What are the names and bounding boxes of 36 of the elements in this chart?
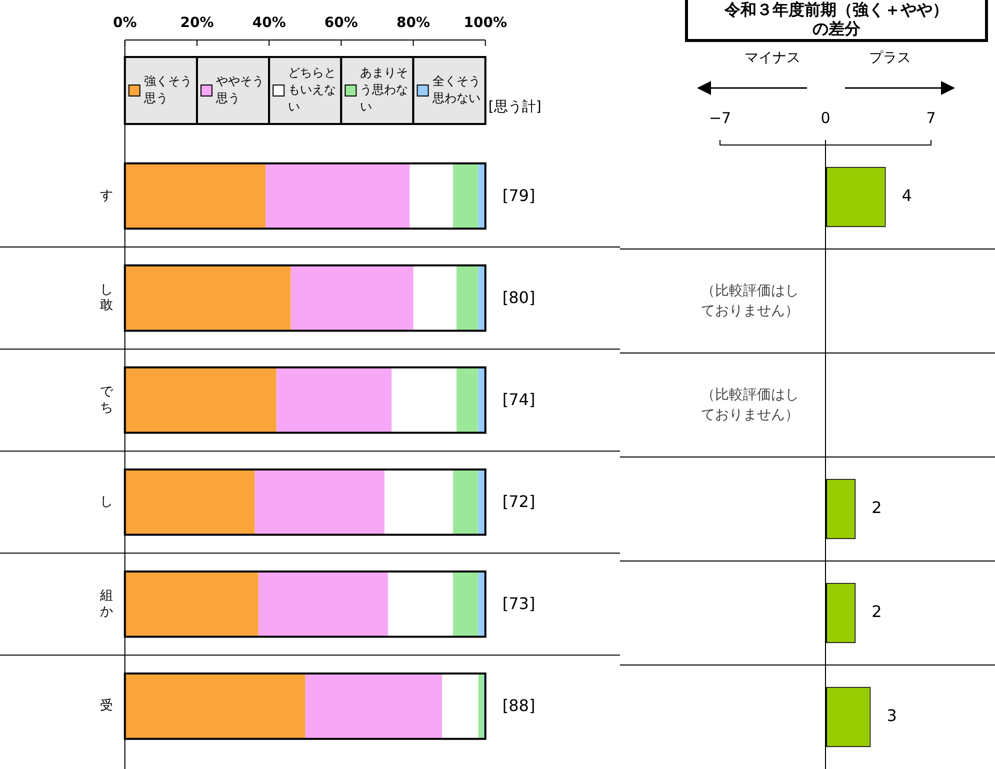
legend-label: ややそう思う [214, 74, 264, 106]
data-label: 2 [872, 602, 882, 622]
legend-label: あまりそう思わない [360, 66, 408, 114]
x-tick-label: −7 [708, 108, 732, 127]
legend-label: 全くそう思わない [431, 74, 480, 106]
text: [74] [502, 390, 536, 410]
x-tick-label: 0% [112, 15, 137, 32]
data-label: 3 [886, 706, 897, 726]
legend-label: どちらともいえない [288, 66, 336, 114]
x-tick-label: 7 [926, 108, 936, 127]
text: [79] [502, 186, 536, 206]
y-tick-label: し [100, 494, 113, 510]
annotation: （比較評価はしておりません） [700, 386, 800, 425]
text: [72] [502, 492, 536, 512]
data-label: 4 [902, 186, 912, 206]
annotation: （比較評価はしておりません） [700, 282, 800, 321]
y-tick-label: でち [100, 384, 114, 416]
text: [思う計] [488, 98, 542, 116]
y-tick-label: す [100, 188, 113, 204]
x-tick-label: 0 [820, 108, 830, 127]
y-tick-label: 受 [100, 698, 113, 714]
x-tick-label: 20% [180, 15, 214, 32]
legend-label: 強くそう思う [142, 74, 192, 106]
text: [88] [502, 696, 536, 716]
data-label: 2 [872, 498, 882, 518]
text: [73] [502, 594, 536, 614]
text: プラス [868, 49, 912, 67]
text: [80] [502, 288, 536, 308]
x-tick-label: 60% [324, 15, 358, 32]
y-tick-label: 組か [98, 588, 113, 620]
y-tick-label: し敢 [100, 282, 113, 314]
x-tick-label: 80% [396, 15, 430, 32]
x-tick-label: 40% [252, 15, 286, 32]
chart-title: 令和３年度前期（強く＋やや）の差分 [723, 0, 950, 39]
text: マイナス [744, 49, 802, 67]
x-tick-label: 100% [464, 15, 508, 32]
